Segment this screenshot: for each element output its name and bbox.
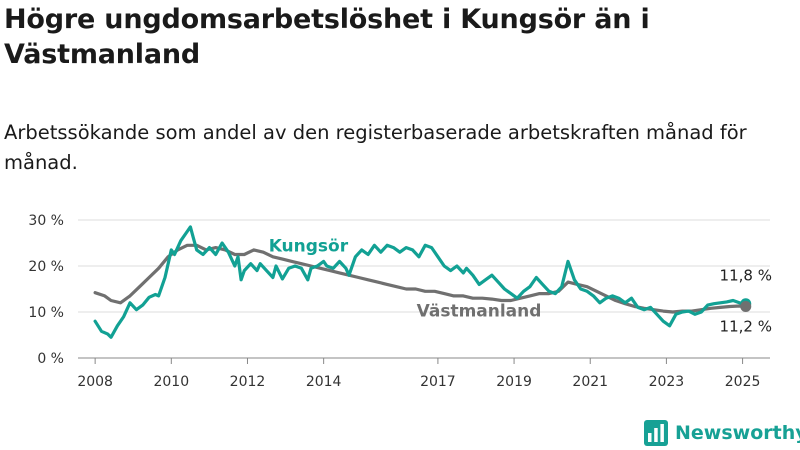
series-label-kungsor: Kungsör [269, 237, 349, 257]
y-tick-label: 10 % [28, 305, 64, 321]
x-tick-label: 2012 [230, 374, 266, 390]
end-point-västmanland [740, 300, 752, 312]
end-label-västmanland: 11,2 % [720, 317, 772, 335]
y-tick-label: 0 % [37, 351, 64, 367]
x-tick-label: 2023 [649, 374, 685, 390]
chart-subtitle: Arbetssökande som andel av den registerb… [4, 121, 747, 174]
x-tick-label: 2019 [496, 374, 532, 390]
x-tick-label: 2008 [77, 374, 113, 390]
brand-name: Newsworthy [675, 422, 800, 444]
x-tick-label: 2014 [306, 374, 342, 390]
series-label-vastmanland: Västmanland [417, 302, 542, 322]
x-tick-label: 2025 [725, 374, 761, 390]
x-tick-label: 2021 [572, 374, 608, 390]
bar-chart-icon [644, 420, 668, 446]
newsworthy-logo: Newsworthy [644, 419, 800, 447]
y-tick-label: 30 % [28, 213, 64, 229]
x-tick-label: 2017 [420, 374, 456, 390]
y-tick-label: 20 % [28, 259, 64, 275]
series-line-kungsör [93, 225, 748, 339]
chart-title: Högre ungdomsarbetslöshet i Kungsör än i… [4, 4, 650, 70]
end-label-kungsör: 11,8 % [720, 267, 772, 285]
x-tick-label: 2010 [153, 374, 189, 390]
